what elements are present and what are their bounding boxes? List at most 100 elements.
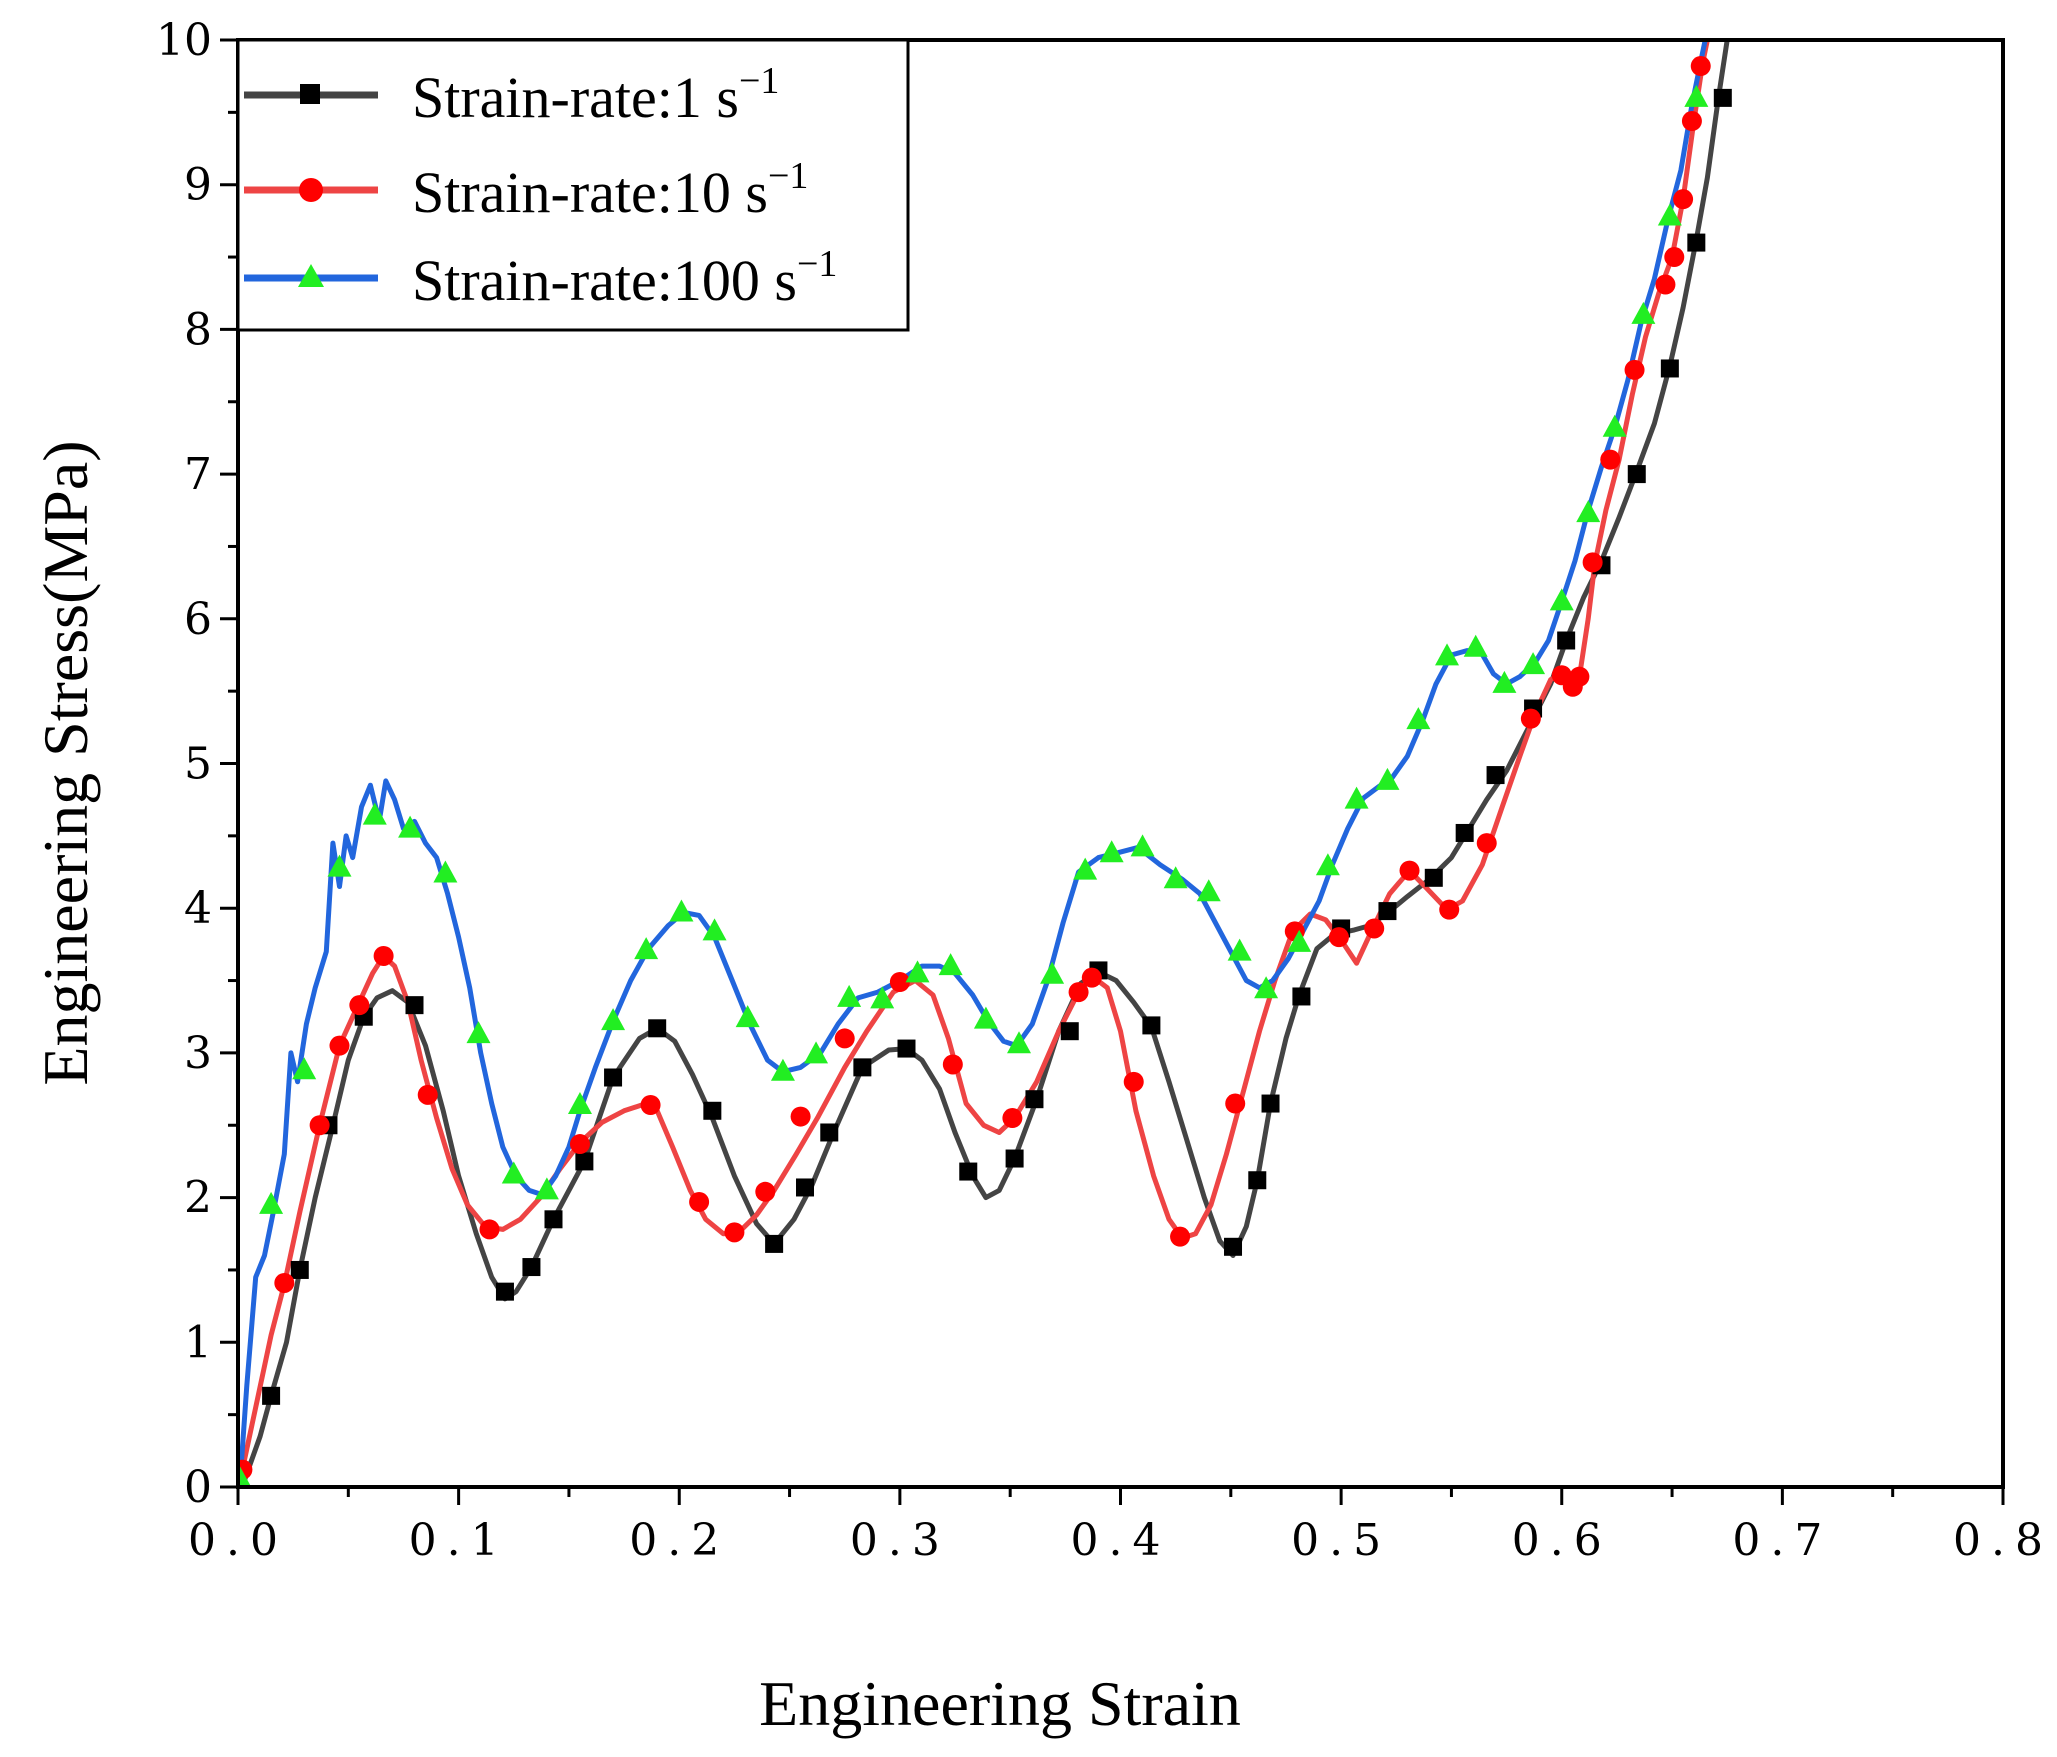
data-point-triangle [466,1021,491,1044]
x-tick-label: 0.2 [629,1515,729,1566]
data-point-circle [1328,927,1349,948]
data-point-triangle [1287,929,1312,952]
data-point-square [1557,631,1576,650]
data-point-circle [640,1094,661,1115]
legend-marker-square [300,84,320,104]
data-point-triangle [1657,203,1682,226]
legend: Strain-rate:1 s−1 Strain-rate:10 s−1 Str… [236,38,910,332]
y-tick-label: 2 [184,1173,212,1224]
legend-label-3-sup: −1 [797,243,837,285]
series-line-2 [239,40,1710,1473]
x-tick-label: 0.1 [409,1515,509,1566]
data-point-triangle [1040,961,1065,984]
data-point-triangle [735,1005,760,1028]
data-point-square [1025,1090,1044,1109]
data-point-circle [1520,708,1541,729]
data-point-circle [724,1222,745,1243]
data-point-circle [1225,1093,1246,1114]
data-point-circle [417,1084,438,1105]
y-tick-label: 10 [156,15,212,66]
data-point-square [262,1386,281,1405]
data-point-triangle [259,1191,284,1214]
data-point-square [1378,902,1397,921]
data-point-circle [1002,1108,1023,1129]
data-point-square [1424,868,1443,887]
data-point-square [897,1039,916,1058]
data-point-triangle [292,1057,317,1080]
data-point-triangle [634,937,659,960]
y-tick-label: 4 [184,883,212,934]
x-tick-label: 0.6 [1512,1515,1612,1566]
legend-label-2-sup: −1 [768,155,808,197]
data-point-triangle [837,984,862,1007]
y-tick-label: 6 [184,594,212,645]
data-point-square [1660,359,1679,378]
data-point-circle [329,1035,350,1056]
data-point-triangle [1435,643,1460,666]
y-tick-label: 0 [184,1462,212,1513]
data-point-triangle [1163,866,1188,889]
data-point-square [1248,1171,1267,1190]
data-point-circle [1569,666,1590,687]
data-point-circle [1624,359,1645,380]
legend-marker-triangle [298,264,324,287]
data-point-triangle [1576,500,1601,523]
data-point-circle [274,1272,295,1293]
data-point-square [648,1019,667,1038]
legend-label-1: Strain-rate:1 s−1 [412,60,779,130]
x-axis-title: Engineering Strain [759,1668,1241,1739]
data-point-circle [1170,1226,1191,1247]
data-point-circle [942,1054,963,1075]
legend-label-2-text: Strain-rate:10 s [412,160,768,225]
data-point-square [853,1058,872,1077]
y-tick-label: 8 [184,304,212,355]
data-point-circle [755,1181,776,1202]
data-point-triangle [1344,786,1369,809]
legend-label-1-sup: −1 [739,60,779,102]
data-point-square [1455,823,1474,842]
data-point-square [703,1101,722,1120]
data-point-triangle [1375,767,1400,790]
data-point-triangle [567,1091,592,1114]
data-point-square [765,1234,784,1253]
data-point-triangle [1492,670,1517,693]
ticks-layer: 0.0 0.1 0.2 0.3 0.4 0.5 0.6 0.7 0.8 0 1 2 3 4 5 6 7 8 9 10 [156,15,2043,1566]
data-point-circle [1399,860,1420,881]
x-tick-label: 0.5 [1291,1515,1391,1566]
data-point-circle [1364,918,1385,939]
data-point-circle [1081,967,1102,988]
data-point-circle [479,1219,500,1240]
y-tick-label: 9 [184,160,212,211]
data-point-triangle [1007,1031,1032,1054]
x-tick-label: 0.7 [1732,1515,1832,1566]
data-point-circle [1690,56,1711,77]
data-point-square [959,1162,978,1181]
data-point-triangle [702,918,727,941]
x-tick-label: 0.3 [850,1515,950,1566]
data-point-triangle [938,953,963,976]
data-point-circle [309,1115,330,1136]
data-point-triangle [870,986,895,1009]
data-point-triangle [238,1466,252,1487]
y-tick-label: 7 [184,449,212,500]
data-point-square [405,996,424,1015]
data-point-square [1224,1237,1243,1256]
data-point-triangle [1130,834,1155,857]
data-point-circle [790,1106,811,1127]
data-point-triangle [1406,707,1431,730]
data-point-triangle [1254,976,1279,999]
data-point-triangle [1099,840,1124,863]
data-point-triangle [1315,853,1340,876]
data-point-square [495,1282,514,1301]
legend-label-3: Strain-rate:100 s−1 [412,243,837,313]
data-point-circle [1582,552,1603,573]
data-point-square [1142,1016,1161,1035]
data-point-circle [689,1191,710,1212]
data-point-triangle [534,1177,559,1200]
data-point-triangle [1227,938,1252,961]
data-point-triangle [1521,652,1546,675]
data-point-triangle [1684,84,1709,107]
data-point-triangle [669,899,694,922]
data-point-circle [1655,274,1676,295]
